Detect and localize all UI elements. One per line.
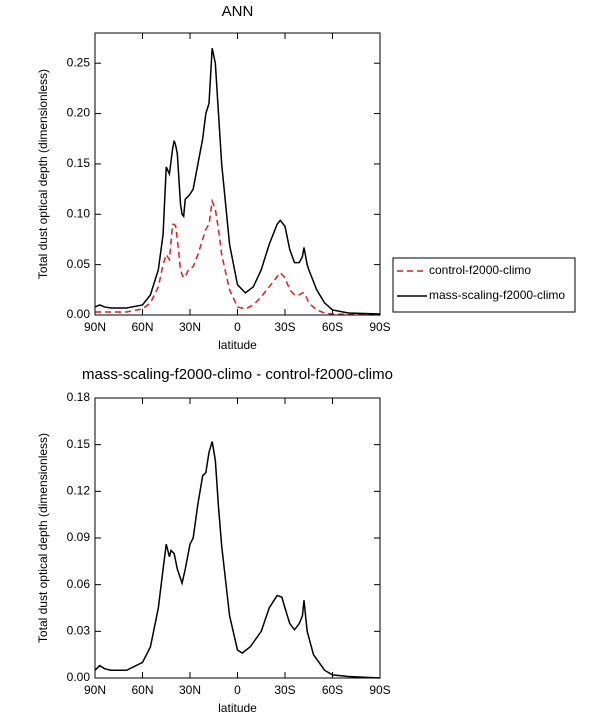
x-tick-label: 0: [234, 683, 241, 697]
y-tick-label: 0.15: [67, 156, 91, 170]
x-tick-label: 60N: [131, 320, 153, 334]
data-line: [94, 441, 381, 679]
x-tick-label: 30S: [274, 683, 295, 697]
y-tick-label: 0.06: [67, 577, 91, 591]
plot-frame: [94, 397, 381, 679]
y-tick-label: 0.12: [67, 484, 91, 498]
x-tick-label: 90S: [369, 320, 390, 334]
y-tick-label: 0.00: [67, 307, 91, 321]
y-tick-label: 0.05: [67, 257, 91, 271]
x-axis-label: latitude: [218, 338, 257, 352]
x-tick-label: 60S: [322, 320, 343, 334]
x-tick-label: 60N: [131, 683, 153, 697]
y-axis-label: Total dust optical depth (dimensionless): [36, 69, 50, 279]
y-tick-label: 0.00: [67, 670, 91, 684]
y-axis-label: Total dust optical depth (dimensionless): [36, 433, 50, 643]
x-tick-label: 30S: [274, 320, 295, 334]
x-tick-label: 30N: [179, 320, 201, 334]
y-tick-label: 0.18: [67, 390, 91, 404]
y-tick-label: 0.10: [67, 206, 91, 220]
y-tick-label: 0.03: [67, 624, 91, 638]
data-line: [94, 47, 381, 315]
x-tick-label: 30N: [179, 683, 201, 697]
legend-label: mass-scaling-f2000-climo: [429, 288, 565, 302]
data-line: [95, 198, 381, 316]
x-tick-label: 90S: [369, 683, 390, 697]
y-tick-label: 0.20: [67, 106, 91, 120]
chart-title: ANN: [222, 3, 254, 20]
y-tick-label: 0.15: [67, 437, 91, 451]
x-tick-label: 0: [234, 320, 241, 334]
plot-frame: [94, 32, 381, 316]
y-tick-label: 0.25: [67, 55, 91, 69]
legend-box: [392, 257, 576, 313]
y-tick-label: 0.09: [67, 530, 91, 544]
x-tick-label: 60S: [322, 683, 343, 697]
x-tick-label: 90N: [84, 320, 106, 334]
chart-title: mass-scaling-f2000-climo - control-f2000…: [82, 366, 393, 383]
legend-label: control-f2000-climo: [429, 263, 531, 277]
x-axis-label: latitude: [218, 701, 257, 715]
x-tick-label: 90N: [84, 683, 106, 697]
